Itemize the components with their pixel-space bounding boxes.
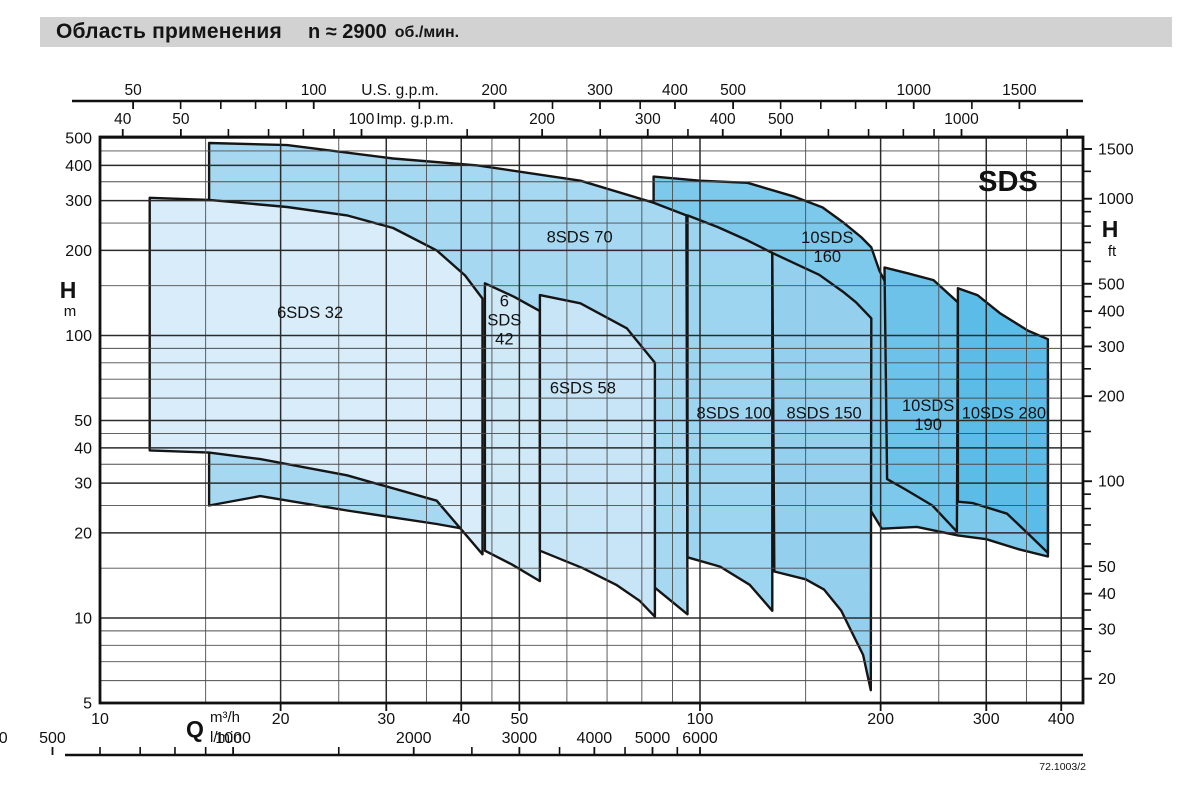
svg-text:50: 50 <box>1098 559 1116 576</box>
q-unit-m3h: m³/h <box>210 709 240 726</box>
svg-text:200: 200 <box>481 82 507 99</box>
svg-text:2000: 2000 <box>396 730 432 747</box>
svg-text:6000: 6000 <box>682 730 718 747</box>
svg-text:100: 100 <box>1098 474 1125 491</box>
svg-text:300: 300 <box>587 82 613 99</box>
region-label-8sds-70: 8SDS 70 <box>547 229 613 247</box>
svg-text:3000: 3000 <box>502 730 538 747</box>
svg-text:50: 50 <box>510 711 528 728</box>
svg-text:300: 300 <box>1098 339 1125 356</box>
us-gpm-axis-label: U.S. g.p.m. <box>361 82 439 99</box>
svg-text:100: 100 <box>687 711 714 728</box>
speed-unit: об./мин. <box>394 24 460 41</box>
region-label-8sds-100: 8SDS 100 <box>697 404 772 422</box>
svg-text:50: 50 <box>124 82 142 99</box>
svg-text:500: 500 <box>720 82 746 99</box>
svg-text:400: 400 <box>65 158 92 175</box>
doc-number: 72.1003/2 <box>1039 761 1086 773</box>
region-label-10sds-190: 10SDS 190 <box>902 397 954 434</box>
svg-text:500: 500 <box>768 111 794 128</box>
q-symbol: Q <box>186 716 204 742</box>
svg-text:40: 40 <box>452 711 470 728</box>
region-6sds-58 <box>538 293 657 618</box>
svg-text:300: 300 <box>973 711 1000 728</box>
svg-text:4000: 4000 <box>577 730 613 747</box>
imp-gpm-axis: 40 50 100 200 300 400 500 1000 Imp. g.p.m. <box>114 111 1068 137</box>
svg-text:10: 10 <box>74 610 92 627</box>
svg-text:10: 10 <box>91 711 109 728</box>
svg-text:1500: 1500 <box>1098 141 1134 158</box>
region-label-10sds-160: 10SDS 160 <box>801 229 853 266</box>
svg-text:5000: 5000 <box>635 730 671 747</box>
us-gpm-axis: 50 100 200 300 400 500 1000 1500 U.S. g.p.m. <box>72 82 1083 109</box>
svg-text:200: 200 <box>65 243 92 260</box>
q-unit-lmin: l/min <box>210 729 242 746</box>
svg-text:300: 300 <box>635 111 661 128</box>
svg-text:500: 500 <box>1098 276 1125 293</box>
svg-text:1000: 1000 <box>1098 191 1134 208</box>
svg-text:30: 30 <box>74 476 92 493</box>
svg-text:30: 30 <box>377 711 395 728</box>
svg-text:1000: 1000 <box>944 111 979 128</box>
svg-text:200: 200 <box>1098 389 1125 406</box>
speed-value: n ≈ 2900 <box>307 20 387 43</box>
svg-text:5: 5 <box>83 696 92 713</box>
doc: 72.1003/2 <box>1039 761 1086 773</box>
svg-text:500: 500 <box>39 730 66 747</box>
h-ft-symbol: H <box>1102 216 1119 242</box>
family-label: SDS <box>978 166 1038 198</box>
pump-regions <box>148 141 1050 692</box>
svg-text:400: 400 <box>0 730 8 747</box>
svg-text:20: 20 <box>1098 671 1116 688</box>
svg-text:50: 50 <box>172 111 190 128</box>
svg-text:40: 40 <box>1098 586 1116 603</box>
svg-text:40: 40 <box>114 111 132 128</box>
page-title: Область применения <box>56 20 282 43</box>
svg-text:400: 400 <box>662 82 688 99</box>
region-label-8sds-150: 8SDS 150 <box>786 404 861 422</box>
svg-text:400: 400 <box>710 111 736 128</box>
plot-frame <box>98 135 1085 705</box>
title-bar: Область применения n ≈ 2900 об./мин. <box>40 17 1172 47</box>
h-ft-unit: ft <box>1108 243 1117 260</box>
svg-text:100: 100 <box>349 111 375 128</box>
svg-text:100: 100 <box>301 82 327 99</box>
region-labels: 10SDS 160 8SDS 70 8SDS 100 8SDS 150 6SDS 32 6 S… <box>277 229 1046 435</box>
region-label-6sds-58: 6SDS 58 <box>550 379 616 397</box>
svg-text:30: 30 <box>1098 621 1116 638</box>
region-6sds-42 <box>483 282 542 583</box>
svg-text:300: 300 <box>65 193 92 210</box>
family: SDS <box>978 166 1038 198</box>
svg-text:200: 200 <box>867 711 894 728</box>
svg-text:200: 200 <box>529 111 555 128</box>
h-m-axis: 500 400 300 200 100 50 40 30 20 10 5 Hm <box>60 131 92 713</box>
svg-text:100: 100 <box>65 328 92 345</box>
h-m-unit: m <box>64 303 77 320</box>
region-8sds-150 <box>771 251 873 692</box>
region-label-6sds-42: 6 SDS 42 <box>487 292 521 348</box>
region-label-10sds-280: 10SDS 280 <box>962 404 1046 422</box>
svg-text:1500: 1500 <box>1002 82 1037 99</box>
svg-text:400: 400 <box>1048 711 1075 728</box>
plot-border <box>98 135 1085 705</box>
svg-text:20: 20 <box>74 525 92 542</box>
q-axis: 1020304050100200300400Qm³/hl/min20030040… <box>0 703 1083 757</box>
region-8sds-100 <box>686 214 774 612</box>
svg-text:40: 40 <box>74 440 92 457</box>
svg-text:50: 50 <box>74 413 92 430</box>
svg-text:500: 500 <box>65 131 92 148</box>
svg-text:1000: 1000 <box>215 730 251 747</box>
h-ft-axis: 1500 1000 500 400 300 200 100 50 40 30 20 Hft <box>1083 141 1134 688</box>
svg-text:400: 400 <box>1098 304 1125 321</box>
region-6sds-32 <box>148 196 484 556</box>
grid <box>100 137 1083 703</box>
region-label-6sds-32: 6SDS 32 <box>277 304 343 322</box>
h-m-symbol: H <box>60 277 77 303</box>
svg-text:20: 20 <box>272 711 290 728</box>
imp-gpm-axis-label: Imp. g.p.m. <box>376 111 454 128</box>
svg-text:1000: 1000 <box>896 82 931 99</box>
